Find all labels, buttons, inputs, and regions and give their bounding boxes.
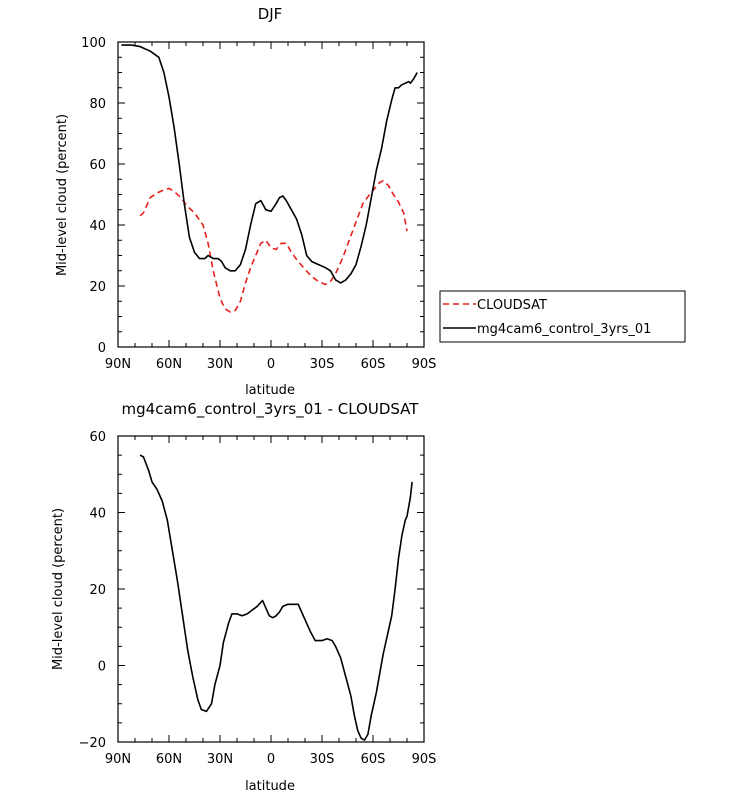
x-tick-label: 60S [361,752,386,767]
legend-label-model: mg4cam6_control_3yrs_01 [477,322,651,337]
bottom-plot-frame [117,435,425,743]
x-tick-label: 90N [105,357,131,372]
x-tick-label: 90N [105,752,131,767]
top-plot-frame [117,41,425,348]
top-y-axis-label: Mid-level cloud (percent) [55,114,70,276]
series-line-cloudsat [139,180,408,313]
x-tick-label: 60N [156,357,182,372]
y-tick-label: 0 [98,341,106,356]
y-tick-label: 40 [89,219,106,234]
y-tick-label: 0 [98,660,106,675]
top-chart-title: DJF [258,5,283,23]
y-tick-label: 60 [89,430,106,445]
x-tick-label: 90S [412,752,437,767]
x-tick-label: 60N [156,752,182,767]
y-tick-label: 100 [81,36,106,51]
difference-series-line [139,454,413,741]
bottom-x-axis-label: latitude [245,779,295,794]
x-tick-label: 30N [207,357,233,372]
x-tick-label: 30N [207,752,233,767]
y-tick-label: −20 [79,736,106,751]
x-tick-label: 90S [412,357,437,372]
legend-box [439,290,686,343]
bottom-panel: mg4cam6_control_3yrs_01 - CLOUDSAT 90N 60… [51,400,436,794]
bottom-chart-title: mg4cam6_control_3yrs_01 - CLOUDSAT [122,400,420,419]
top-x-axis-label: latitude [245,383,295,398]
y-tick-label: 60 [89,158,106,173]
legend: CLOUDSAT mg4cam6_control_3yrs_01 [439,290,686,343]
x-tick-label: 0 [267,752,275,767]
y-tick-label: 40 [89,507,106,522]
x-tick-label: 30S [310,752,335,767]
x-tick-label: 0 [267,357,275,372]
y-tick-label: 20 [89,280,106,295]
y-tick-label: 80 [89,97,106,112]
x-tick-label: 30S [310,357,335,372]
top-panel: DJF 90N 60N 30N 0 30S 60S 90S 0 20 40 60 80 100 lati… [55,5,436,398]
y-tick-label: 20 [89,583,106,598]
x-tick-label: 60S [361,357,386,372]
bottom-y-axis-label: Mid-level cloud (percent) [51,508,66,670]
legend-label-cloudsat: CLOUDSAT [477,298,547,313]
series-line-mg4cam6-control-3yrs-01 [121,44,418,284]
